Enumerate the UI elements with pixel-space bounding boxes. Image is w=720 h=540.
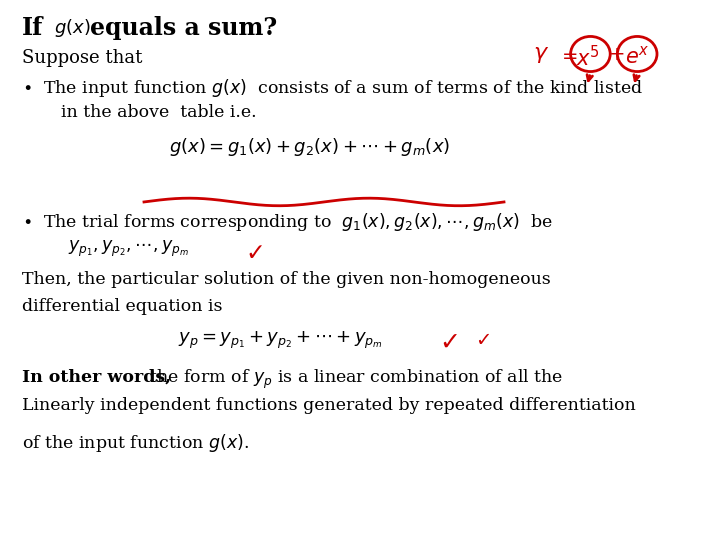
Text: $+$: $+$ [608, 45, 625, 64]
Text: $x^5$: $x^5$ [576, 45, 600, 71]
Text: In other words,: In other words, [22, 368, 171, 385]
Text: $e^x$: $e^x$ [625, 45, 649, 68]
Text: $\gamma$: $\gamma$ [533, 45, 549, 65]
Text: $y_{p_1},y_{p_2},\cdots ,y_{p_m}$: $y_{p_1},y_{p_2},\cdots ,y_{p_m}$ [68, 239, 189, 259]
Text: If: If [22, 16, 43, 40]
Text: The trial forms corresponding to  $g_1(x),g_2(x),\cdots ,g_m(x)$  be: The trial forms corresponding to $g_1(x)… [43, 211, 553, 233]
Text: $\checkmark$: $\checkmark$ [439, 329, 458, 353]
Text: $\bullet$: $\bullet$ [22, 211, 31, 228]
Text: $=$: $=$ [558, 45, 578, 64]
Text: Suppose that: Suppose that [22, 49, 142, 66]
Text: equals a sum?: equals a sum? [90, 16, 277, 40]
Text: $\checkmark$: $\checkmark$ [245, 239, 263, 262]
Text: The input function $g(x)$  consists of a sum of terms of the kind listed: The input function $g(x)$ consists of a … [43, 77, 643, 99]
Text: $\checkmark$: $\checkmark$ [475, 329, 490, 348]
Text: Then, the particular solution of the given non-homogeneous: Then, the particular solution of the giv… [22, 271, 550, 288]
Text: $g(x)= g_1(x)+ g_2(x)+\cdots  +g_m(x)$: $g(x)= g_1(x)+ g_2(x)+\cdots +g_m(x)$ [169, 136, 450, 158]
Text: Linearly independent functions generated by repeated differentiation: Linearly independent functions generated… [22, 397, 635, 414]
Text: $y_p = y_{p_1} + y_{p_2} +\cdots  + y_{p_m}$: $y_p = y_{p_1} + y_{p_2} +\cdots + y_{p_… [179, 329, 383, 350]
Text: of the input function $g(x)$.: of the input function $g(x)$. [22, 432, 248, 454]
Text: $\bullet$: $\bullet$ [22, 77, 31, 94]
Text: $g(x)$: $g(x)$ [54, 17, 91, 39]
Text: differential equation is: differential equation is [22, 298, 222, 315]
Text: in the above  table i.e.: in the above table i.e. [61, 104, 257, 120]
Text: the form of $y_p$ is a linear combination of all the: the form of $y_p$ is a linear combinatio… [144, 368, 563, 392]
